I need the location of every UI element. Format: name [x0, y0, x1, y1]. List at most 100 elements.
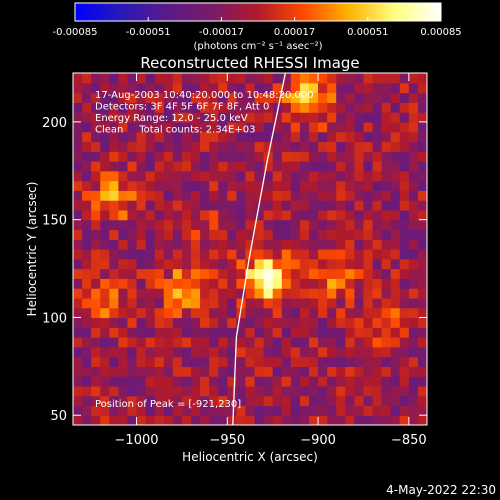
- heatmap-cell: [245, 346, 256, 358]
- heatmap-cell: [408, 258, 419, 270]
- heatmap-cell: [254, 346, 265, 358]
- heatmap-cell: [263, 356, 274, 367]
- heatmap-cell: [336, 112, 346, 123]
- heatmap-cell: [200, 161, 210, 172]
- heatmap-cell: [109, 288, 119, 299]
- heatmap-cell: [290, 337, 301, 348]
- heatmap-cell: [318, 229, 328, 240]
- heatmap-cell: [127, 278, 138, 289]
- heatmap-cell: [209, 297, 219, 309]
- heatmap-cell: [417, 92, 427, 103]
- heatmap-cell: [127, 73, 138, 84]
- heatmap-cell: [281, 249, 292, 260]
- heatmap-cell: [236, 180, 247, 191]
- heatmap-cell: [127, 385, 138, 397]
- heatmap-cell: [290, 180, 301, 191]
- heatmap-cell: [163, 337, 174, 348]
- heatmap-cell: [390, 268, 401, 279]
- heatmap-cell: [390, 366, 401, 377]
- heatmap-cell: [245, 229, 256, 240]
- heatmap-cell: [408, 337, 419, 348]
- heatmap-cell: [200, 180, 210, 191]
- heatmap-cell: [309, 385, 319, 397]
- heatmap-cell: [281, 297, 292, 309]
- heatmap-cell: [191, 161, 201, 172]
- heatmap-cell: [390, 258, 401, 270]
- heatmap-cell: [209, 356, 219, 367]
- heatmap-cell: [263, 180, 274, 191]
- colorbar-label: (photons cm⁻² s⁻¹ asec⁻²): [193, 41, 322, 52]
- heatmap-cell: [309, 121, 319, 133]
- heatmap-cell: [227, 170, 237, 182]
- heatmap-cell: [73, 170, 83, 182]
- heatmap-cell: [236, 219, 247, 231]
- heatmap-cell: [154, 170, 165, 182]
- heatmap-cell: [127, 337, 138, 348]
- heatmap-cell: [109, 405, 119, 416]
- heatmap-cell: [145, 112, 156, 123]
- heatmap-cell: [154, 141, 165, 152]
- heatmap-cell: [191, 121, 201, 133]
- heatmap-cell: [82, 307, 92, 319]
- heatmap-cell: [127, 219, 138, 231]
- heatmap-cell: [172, 190, 183, 201]
- heatmap-cell: [390, 73, 401, 84]
- heatmap-cell: [136, 190, 147, 201]
- heatmap-cell: [336, 278, 346, 289]
- heatmap-cell: [245, 180, 256, 191]
- heatmap-cell: [172, 356, 183, 367]
- heatmap-cell: [200, 249, 210, 260]
- heatmap-cell: [172, 346, 183, 358]
- heatmap-cell: [363, 180, 374, 191]
- heatmap-cell: [163, 278, 174, 289]
- heatmap-cell: [245, 415, 256, 425]
- heatmap-cell: [218, 366, 228, 377]
- heatmap-cell: [100, 190, 110, 201]
- heatmap-cell: [363, 209, 374, 221]
- heatmap-cell: [327, 170, 337, 182]
- heatmap-cell: [209, 151, 219, 162]
- heatmap-cell: [309, 190, 319, 201]
- heatmap-cell: [118, 249, 129, 260]
- heatmap-cell: [200, 385, 210, 397]
- heatmap-cell: [399, 112, 410, 123]
- heatmap-cell: [73, 366, 83, 377]
- heatmap-cell: [145, 170, 156, 182]
- heatmap-cell: [281, 161, 292, 172]
- heatmap-cell: [218, 415, 228, 425]
- heatmap-cell: [372, 200, 383, 211]
- heatmap-cell: [163, 366, 174, 377]
- heatmap-cell: [372, 346, 383, 358]
- heatmap-cell: [390, 82, 401, 94]
- heatmap-cell: [272, 200, 283, 211]
- heatmap-cell: [345, 366, 355, 377]
- heatmap-cell: [254, 180, 265, 191]
- heatmap-cell: [236, 376, 247, 387]
- heatmap-cell: [145, 229, 156, 240]
- heatmap-cell: [82, 297, 92, 309]
- heatmap-cell: [127, 268, 138, 279]
- heatmap-cell: [263, 121, 274, 133]
- footer-timestamp: 4-May-2022 22:30: [386, 483, 496, 497]
- heatmap-cell: [318, 405, 328, 416]
- annotation-line: 17-Aug-2003 10:40:20.000 to 10:48:20.000: [95, 90, 314, 101]
- heatmap-cell: [318, 190, 328, 201]
- heatmap-cell: [318, 415, 328, 425]
- heatmap-cell: [381, 356, 392, 367]
- heatmap-cell: [417, 200, 427, 211]
- heatmap-cell: [254, 415, 265, 425]
- heatmap-cell: [299, 239, 310, 250]
- heatmap-cell: [73, 209, 83, 221]
- heatmap-cell: [136, 239, 147, 250]
- heatmap-cell: [408, 190, 419, 201]
- heatmap-cell: [172, 405, 183, 416]
- heatmap-cell: [209, 141, 219, 152]
- heatmap-cell: [163, 121, 174, 133]
- heatmap-cell: [109, 102, 119, 113]
- heatmap-cell: [299, 249, 310, 260]
- heatmap-cell: [227, 288, 237, 299]
- heatmap-cell: [408, 268, 419, 279]
- heatmap-cell: [309, 229, 319, 240]
- heatmap-cell: [209, 405, 219, 416]
- heatmap-cell: [281, 395, 292, 407]
